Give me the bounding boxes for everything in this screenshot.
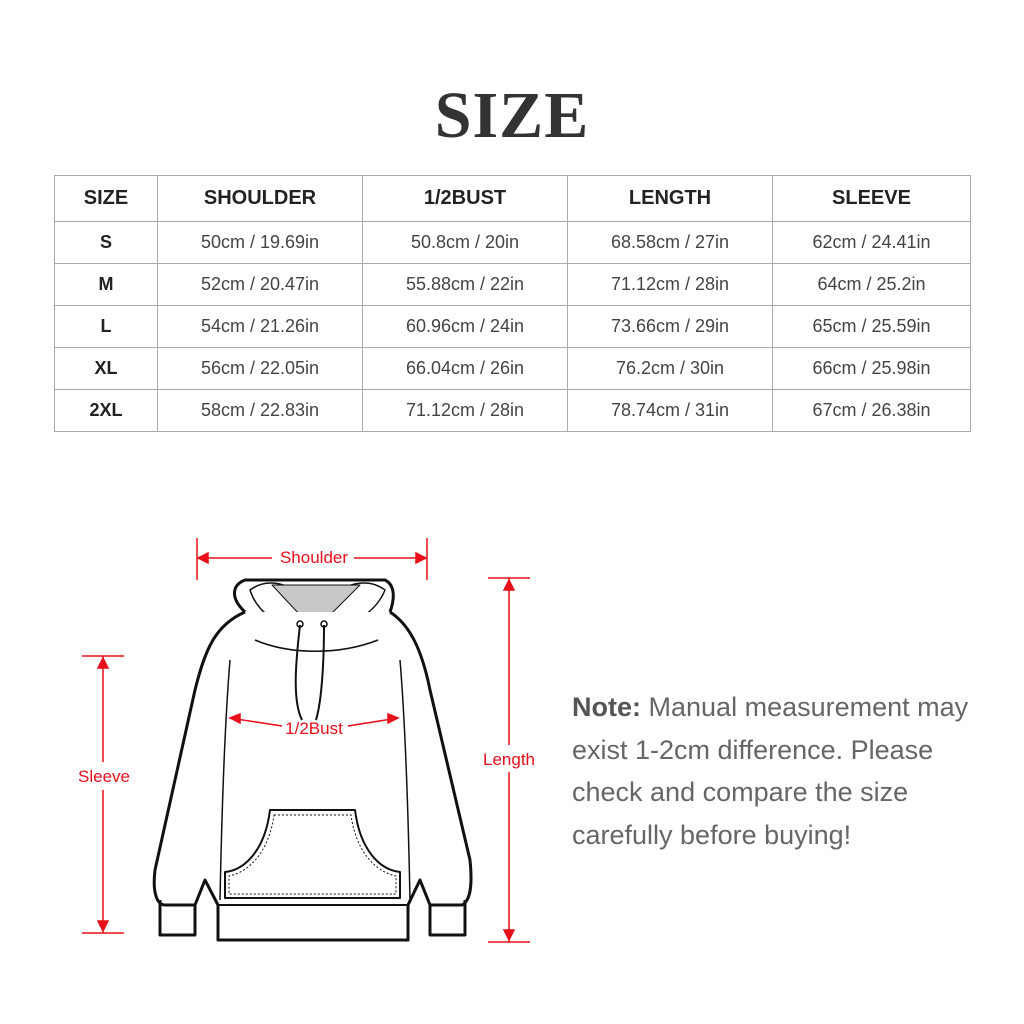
measurement-cell: 78.74cm / 31in bbox=[567, 389, 773, 432]
header-bust: 1/2BUST bbox=[362, 175, 568, 222]
note: Note: Manual measurement may exist 1-2cm… bbox=[572, 686, 992, 856]
hoodie-outline bbox=[152, 578, 473, 942]
measurement-cell: 64cm / 25.2in bbox=[772, 263, 971, 306]
measurement-cell: 54cm / 21.26in bbox=[157, 305, 363, 348]
sleeve-label: Sleeve bbox=[78, 767, 130, 786]
measurement-cell: 73.66cm / 29in bbox=[567, 305, 773, 348]
size-table: SIZE SHOULDER 1/2BUST LENGTH SLEEVE S 50c… bbox=[54, 175, 971, 432]
measurement-cell: 52cm / 20.47in bbox=[157, 263, 363, 306]
page-title: SIZE bbox=[434, 79, 590, 152]
arrow-icon bbox=[415, 551, 428, 565]
bust-label: 1/2Bust bbox=[285, 719, 343, 738]
note-text: Manual measurement may exist 1-2cm diffe… bbox=[572, 692, 969, 850]
measurement-cell: 56cm / 22.05in bbox=[157, 347, 363, 390]
table-row: L 54cm / 21.26in 60.96cm / 24in 73.66cm / 2… bbox=[54, 305, 971, 348]
measurement-cell: 68.58cm / 27in bbox=[567, 221, 773, 264]
measurement-cell: 50cm / 19.69in bbox=[157, 221, 363, 264]
table-row: M 52cm / 20.47in 55.88cm / 22in 71.12cm / 2… bbox=[54, 263, 971, 306]
header-shoulder: SHOULDER bbox=[157, 175, 363, 222]
table-row: 2XL 58cm / 22.83in 71.12cm / 28in 78.74cm /… bbox=[54, 389, 971, 432]
note-label: Note: bbox=[572, 692, 641, 722]
header-sleeve: SLEEVE bbox=[772, 175, 971, 222]
measurement-cell: 71.12cm / 28in bbox=[567, 263, 773, 306]
measure-lines bbox=[82, 538, 530, 943]
measurement-cell: 66cm / 25.98in bbox=[772, 347, 971, 390]
measurement-cell: 71.12cm / 28in bbox=[362, 389, 568, 432]
length-label: Length bbox=[483, 750, 535, 769]
table-row: XL 56cm / 22.05in 66.04cm / 26in 76.2cm / 3… bbox=[54, 347, 971, 390]
size-cell: M bbox=[54, 263, 158, 306]
measurement-cell: 65cm / 25.59in bbox=[772, 305, 971, 348]
measurement-cell: 58cm / 22.83in bbox=[157, 389, 363, 432]
size-cell: S bbox=[54, 221, 158, 264]
size-cell: L bbox=[54, 305, 158, 348]
measurement-cell: 62cm / 24.41in bbox=[772, 221, 971, 264]
shoulder-label: Shoulder bbox=[280, 548, 348, 567]
measurement-cell: 55.88cm / 22in bbox=[362, 263, 568, 306]
size-cell: 2XL bbox=[54, 389, 158, 432]
header-size: SIZE bbox=[54, 175, 158, 222]
table-header-row: SIZE SHOULDER 1/2BUST LENGTH SLEEVE bbox=[54, 175, 971, 222]
measurement-cell: 67cm / 26.38in bbox=[772, 389, 971, 432]
table-row: S 50cm / 19.69in 50.8cm / 20in 68.58cm / 27… bbox=[54, 221, 971, 264]
arrow-icon bbox=[196, 551, 209, 565]
